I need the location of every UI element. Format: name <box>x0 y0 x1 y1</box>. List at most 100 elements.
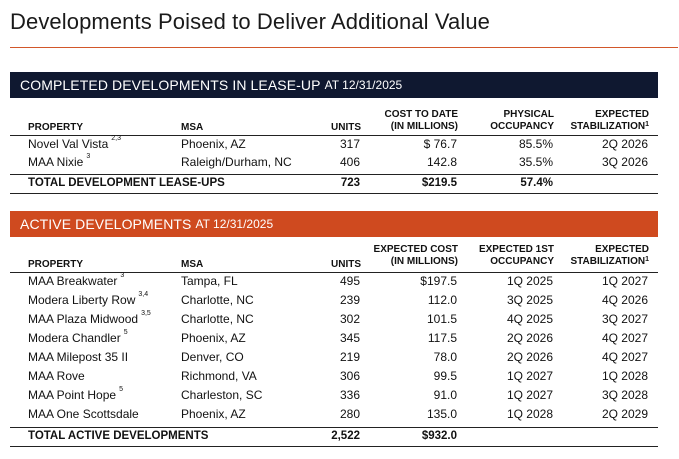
header-stabilization: EXPECTED STABILIZATION1 <box>570 244 649 268</box>
cost-cell: 101.5 <box>427 312 457 326</box>
property-cell-text: Novel Val Vista <box>28 137 109 151</box>
completed-total-rule <box>10 174 658 175</box>
msa-cell: Phoenix, AZ <box>181 331 246 345</box>
occupancy-cell: 4Q 2025 <box>507 312 553 326</box>
msa-cell: Richmond, VA <box>181 369 257 383</box>
units-cell: 306 <box>340 369 360 383</box>
stabilization-cell-text: 4Q 2027 <box>601 331 648 345</box>
header-occ-line2: OCCUPANCY <box>490 256 554 267</box>
footnote-marker: 3,4 <box>138 291 149 298</box>
stabilization-cell: 1Q 2028 <box>602 369 648 383</box>
cost-cell: 78.0 <box>434 350 457 364</box>
msa-cell: Phoenix, AZ <box>181 407 246 421</box>
table-row: MAA Breakwater 3 Tampa, FL 495 $197.5 1Q 2025… <box>10 272 658 293</box>
stabilization-cell: 2Q 2029 <box>602 407 648 421</box>
occupancy-cell: 1Q 2025 <box>507 274 553 288</box>
stabilization-cell-text: 1Q 2028 <box>601 369 648 383</box>
cost-cell: $197.5 <box>420 274 457 288</box>
msa-cell: Tampa, FL <box>181 274 238 288</box>
header-units: UNITS <box>331 259 361 270</box>
stabilization-cell: 3Q 2028 <box>602 388 648 402</box>
occupancy-cell-text: 1Q 2028 <box>506 407 553 421</box>
header-cost-line1: EXPECTED COST <box>373 244 458 255</box>
stabilization-cell-text: 4Q 2027 <box>601 350 648 364</box>
units-cell: 280 <box>340 407 360 421</box>
table-row: MAA Rove Richmond, VA 306 99.5 1Q 2027 1Q 202… <box>10 369 658 388</box>
units-cell: 406 <box>340 155 360 169</box>
units-cell-text: 306 <box>339 369 360 383</box>
units-cell-text: 280 <box>339 407 360 421</box>
cost-cell: 135.0 <box>427 407 457 421</box>
msa-cell-text: Denver, CO <box>181 350 244 364</box>
units-cell-text: 302 <box>339 312 360 326</box>
msa-cell-text: Charleston, SC <box>181 388 263 402</box>
property-cell: Modera Liberty Row 3,4 <box>28 291 149 307</box>
units-cell: 302 <box>340 312 360 326</box>
footnote-marker: 1 <box>645 256 649 263</box>
table-row: MAA Point Hope 5 Charleston, SC 336 91.0 1Q 2… <box>10 386 658 407</box>
msa-cell-text: Tampa, FL <box>181 274 238 288</box>
footnote-marker: 2,3 <box>111 135 121 142</box>
occupancy-cell-text: 4Q 2025 <box>506 312 553 326</box>
header-occ-line2: OCCUPANCY <box>490 121 554 132</box>
msa-cell-text: Raleigh/Durham, NC <box>181 155 292 169</box>
units-cell-text: 317 <box>339 137 360 151</box>
property-cell: MAA One Scottsdale <box>28 407 139 421</box>
msa-cell-text: Phoenix, AZ <box>181 407 246 421</box>
property-cell-text: MAA Breakwater <box>28 274 118 288</box>
units-cell-text: 495 <box>339 274 360 288</box>
units-cell-text: 219 <box>339 350 360 364</box>
header-occupancy: PHYSICAL OCCUPANCY <box>490 109 554 133</box>
occupancy-cell-text: 1Q 2025 <box>506 274 553 288</box>
header-occ-line1: PHYSICAL <box>503 109 554 120</box>
table-row: Novel Val Vista 2,3 Phoenix, AZ 317 $ 76.7 85… <box>10 135 658 156</box>
stabilization-cell: 4Q 2026 <box>602 293 648 307</box>
msa-cell-text: Charlotte, NC <box>181 312 254 326</box>
property-cell: MAA Rove <box>28 369 85 383</box>
units-cell: 495 <box>340 274 360 288</box>
total-occupancy: 57.4% <box>520 177 553 189</box>
units-cell: 345 <box>340 331 360 345</box>
footnote-marker: 5 <box>123 329 128 336</box>
stabilization-cell-text: 2Q 2026 <box>601 137 648 151</box>
completed-banner: COMPLETED DEVELOPMENTS IN LEASE-UP AT 12… <box>10 72 658 98</box>
property-cell: Novel Val Vista 2,3 <box>28 135 121 151</box>
stabilization-cell-text: 2Q 2029 <box>601 407 648 421</box>
stabilization-cell-text: 1Q 2027 <box>601 274 648 288</box>
header-cost-line2: (IN MILLIONS) <box>390 121 458 132</box>
table-row: Modera Chandler 5 Phoenix, AZ 345 117.5 2Q 20… <box>10 329 658 350</box>
cost-cell: 142.8 <box>427 155 457 169</box>
occupancy-cell: 2Q 2026 <box>507 331 553 345</box>
occupancy-cell: 35.5% <box>519 155 553 169</box>
property-cell-text: MAA One Scottsdale <box>28 407 139 421</box>
title-divider <box>10 47 678 48</box>
cost-cell: 112.0 <box>428 293 457 307</box>
msa-cell: Phoenix, AZ <box>181 137 246 151</box>
stabilization-cell: 4Q 2027 <box>602 331 648 345</box>
header-units: UNITS <box>331 122 361 133</box>
active-total-rule <box>10 427 658 428</box>
cost-cell: 117.5 <box>428 331 457 345</box>
property-cell-text: MAA Plaza Midwood <box>28 312 139 326</box>
header-property: PROPERTY <box>28 259 84 270</box>
stabilization-cell-text: 4Q 2026 <box>601 293 648 307</box>
occupancy-cell-text: 35.5% <box>518 155 553 169</box>
completed-bottom-rule <box>10 193 658 194</box>
table-row: MAA One Scottsdale Phoenix, AZ 280 135.0 1Q … <box>10 407 658 426</box>
occupancy-cell: 3Q 2025 <box>507 293 553 307</box>
property-cell: MAA Plaza Midwood 3,5 <box>28 310 151 326</box>
msa-cell: Raleigh/Durham, NC <box>181 155 292 169</box>
active-bottom-rule <box>10 446 658 447</box>
cost-cell: 99.5 <box>434 369 457 383</box>
cost-cell-text: $ 76.7 <box>423 137 457 151</box>
active-total-row: TOTAL ACTIVE DEVELOPMENTS 2,522 $932.0 <box>10 430 658 449</box>
msa-cell-text: Richmond, VA <box>181 369 257 383</box>
total-cost: $219.5 <box>421 177 457 189</box>
header-cost: EXPECTED COST (IN MILLIONS) <box>374 244 458 268</box>
msa-cell: Charlotte, NC <box>181 293 254 307</box>
header-occupancy: EXPECTED 1ST OCCUPANCY <box>479 244 554 268</box>
units-cell: 239 <box>340 293 360 307</box>
property-cell-text: MAA Rove <box>28 369 85 383</box>
footnote-marker: 5 <box>119 386 123 393</box>
table-row: Modera Liberty Row 3,4 Charlotte, NC 239 112… <box>10 291 658 312</box>
